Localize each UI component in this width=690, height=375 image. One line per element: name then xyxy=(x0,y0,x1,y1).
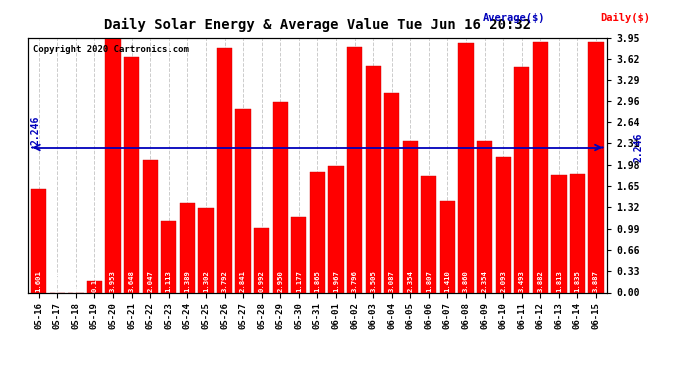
Bar xyxy=(106,37,121,292)
Text: Average($): Average($) xyxy=(483,13,546,23)
Text: 3.493: 3.493 xyxy=(519,270,525,292)
Text: 2.354: 2.354 xyxy=(407,270,413,292)
Text: 1.813: 1.813 xyxy=(556,270,562,292)
Bar xyxy=(347,48,362,292)
Text: 1.865: 1.865 xyxy=(315,270,320,292)
Bar xyxy=(589,42,604,292)
Text: 2.841: 2.841 xyxy=(240,270,246,292)
Bar xyxy=(310,172,325,292)
Bar xyxy=(235,109,250,292)
Text: 2.246: 2.246 xyxy=(30,116,41,145)
Text: 1.113: 1.113 xyxy=(166,270,172,292)
Bar xyxy=(366,66,381,292)
Text: 3.648: 3.648 xyxy=(128,270,135,292)
Bar xyxy=(458,43,473,292)
Bar xyxy=(179,203,195,292)
Text: 3.087: 3.087 xyxy=(388,270,395,292)
Text: 3.860: 3.860 xyxy=(463,270,469,292)
Text: 3.796: 3.796 xyxy=(351,270,357,292)
Bar xyxy=(440,201,455,292)
Text: 3.505: 3.505 xyxy=(370,270,376,292)
Text: 3.792: 3.792 xyxy=(221,270,228,292)
Bar xyxy=(143,160,158,292)
Bar xyxy=(87,281,102,292)
Text: 0.000: 0.000 xyxy=(73,270,79,292)
Text: 0.992: 0.992 xyxy=(259,270,265,292)
Text: 1.967: 1.967 xyxy=(333,270,339,292)
Text: 2.047: 2.047 xyxy=(147,270,153,292)
Bar xyxy=(31,189,46,292)
Bar xyxy=(570,174,585,292)
Bar xyxy=(384,93,400,292)
Bar xyxy=(551,176,566,292)
Text: 2.093: 2.093 xyxy=(500,270,506,292)
Text: Copyright 2020 Cartronics.com: Copyright 2020 Cartronics.com xyxy=(33,45,189,54)
Bar xyxy=(198,209,214,292)
Bar xyxy=(421,176,437,292)
Text: 0.173: 0.173 xyxy=(92,270,97,292)
Bar xyxy=(217,48,232,292)
Bar xyxy=(254,228,269,292)
Bar xyxy=(533,42,548,292)
Text: 1.807: 1.807 xyxy=(426,270,432,292)
Text: 1.302: 1.302 xyxy=(203,270,209,292)
Text: 2.246: 2.246 xyxy=(633,133,643,162)
Text: 1.389: 1.389 xyxy=(184,270,190,292)
Text: 1.177: 1.177 xyxy=(296,270,302,292)
Bar xyxy=(124,57,139,292)
Bar xyxy=(514,67,529,292)
Text: 1.835: 1.835 xyxy=(575,270,580,292)
Text: 3.882: 3.882 xyxy=(538,270,543,292)
Bar xyxy=(291,216,306,292)
Bar xyxy=(403,141,418,292)
Text: 3.887: 3.887 xyxy=(593,270,599,292)
Bar xyxy=(495,158,511,292)
Text: Daily($): Daily($) xyxy=(600,13,650,23)
Bar xyxy=(477,141,492,292)
Bar xyxy=(161,220,177,292)
Title: Daily Solar Energy & Average Value Tue Jun 16 20:32: Daily Solar Energy & Average Value Tue J… xyxy=(104,18,531,32)
Bar xyxy=(273,102,288,292)
Text: 2.354: 2.354 xyxy=(482,270,488,292)
Text: 1.410: 1.410 xyxy=(444,270,451,292)
Text: 2.950: 2.950 xyxy=(277,270,284,292)
Text: 1.601: 1.601 xyxy=(36,270,42,292)
Text: 0.000: 0.000 xyxy=(55,270,60,292)
Bar xyxy=(328,165,344,292)
Text: 3.953: 3.953 xyxy=(110,270,116,292)
